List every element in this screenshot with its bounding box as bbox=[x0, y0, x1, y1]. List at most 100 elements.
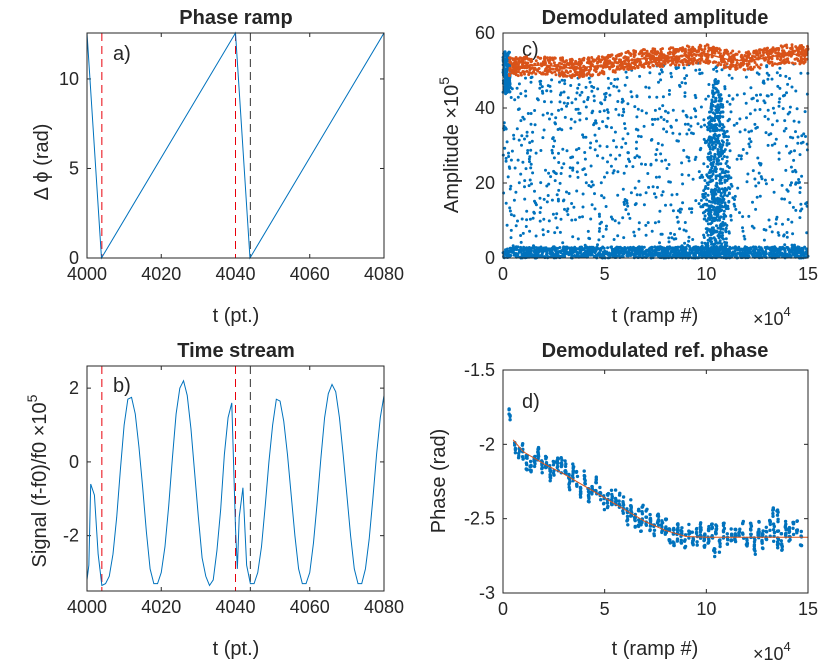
phase-point bbox=[717, 550, 722, 554]
amplitude-point bbox=[550, 250, 554, 254]
envelope-point bbox=[617, 67, 621, 71]
x-scale-exponent: 4 bbox=[784, 639, 791, 654]
amplitude-point bbox=[523, 255, 527, 259]
amplitude-point bbox=[680, 81, 684, 85]
y-tick-label: -2.5 bbox=[464, 509, 495, 529]
phase-point bbox=[761, 532, 765, 537]
amplitude-point bbox=[691, 238, 695, 241]
amplitude-point bbox=[524, 225, 528, 228]
amplitude-point bbox=[651, 185, 655, 189]
envelope-point bbox=[657, 60, 661, 64]
envelope-point bbox=[638, 59, 642, 63]
y-tick-label: 0 bbox=[69, 248, 79, 268]
amplitude-point bbox=[793, 243, 796, 247]
amplitude-point bbox=[702, 162, 706, 166]
amplitude-point bbox=[552, 169, 556, 173]
phase-point bbox=[605, 505, 610, 510]
amplitude-point bbox=[675, 215, 679, 219]
amplitude-point bbox=[516, 252, 519, 256]
amplitude-point bbox=[733, 255, 737, 259]
amplitude-point bbox=[687, 235, 691, 239]
phase-point bbox=[690, 530, 694, 534]
y-axis-label: Phase (rad) bbox=[428, 429, 450, 534]
envelope-point bbox=[675, 58, 678, 62]
amplitude-point bbox=[521, 160, 525, 164]
amplitude-point bbox=[545, 254, 549, 257]
amplitude-point bbox=[628, 216, 632, 220]
amplitude-point bbox=[582, 135, 586, 139]
amplitude-point bbox=[523, 185, 526, 189]
envelope-point bbox=[623, 55, 627, 59]
envelope-point bbox=[525, 69, 529, 73]
amplitude-point bbox=[524, 89, 528, 93]
envelope-point bbox=[752, 51, 756, 55]
envelope-point bbox=[729, 51, 733, 55]
envelope-point bbox=[691, 45, 695, 49]
amplitude-point bbox=[690, 131, 693, 135]
envelope-point bbox=[577, 75, 581, 79]
envelope-point bbox=[706, 49, 710, 53]
amplitude-point bbox=[651, 123, 655, 126]
amplitude-point bbox=[720, 171, 724, 174]
phase-point bbox=[779, 539, 783, 543]
x-tick-label: 10 bbox=[696, 599, 716, 619]
amplitude-point bbox=[700, 244, 704, 248]
phase-point bbox=[582, 474, 587, 478]
amplitude-point bbox=[712, 117, 716, 120]
y-tick-label: -1.5 bbox=[464, 360, 495, 380]
amplitude-point bbox=[672, 237, 676, 241]
y-axis-label-exponent: 5 bbox=[24, 394, 40, 402]
envelope-point bbox=[589, 73, 593, 77]
amplitude-point bbox=[715, 123, 719, 127]
amplitude-point bbox=[772, 111, 776, 115]
amplitude-point bbox=[723, 171, 727, 175]
amplitude-point bbox=[574, 107, 578, 111]
amplitude-point bbox=[697, 251, 701, 255]
amplitude-point bbox=[525, 218, 529, 222]
amplitude-point bbox=[727, 73, 731, 77]
amplitude-point bbox=[516, 95, 520, 99]
amplitude-point bbox=[778, 249, 782, 253]
amplitude-point bbox=[783, 119, 787, 123]
amplitude-point bbox=[507, 151, 510, 155]
amplitude-point bbox=[716, 81, 720, 85]
amplitude-point bbox=[544, 249, 548, 253]
amplitude-point bbox=[783, 249, 787, 253]
envelope-point bbox=[685, 63, 689, 67]
envelope-point bbox=[681, 46, 684, 50]
x-tick-label: 4040 bbox=[215, 264, 255, 284]
amplitude-point bbox=[649, 138, 653, 142]
amplitude-point bbox=[517, 107, 521, 111]
amplitude-point bbox=[509, 236, 513, 240]
x-scale-factor: ×104 bbox=[753, 304, 791, 329]
amplitude-point bbox=[637, 227, 641, 231]
amplitude-point bbox=[777, 100, 781, 104]
amplitude-point bbox=[715, 157, 719, 161]
amplitude-point bbox=[704, 140, 708, 144]
amplitude-point bbox=[759, 93, 762, 97]
amplitude-point bbox=[710, 192, 714, 196]
phase-point bbox=[760, 546, 765, 550]
envelope-point bbox=[639, 50, 643, 54]
envelope-point bbox=[618, 52, 621, 56]
phase-point bbox=[590, 485, 594, 489]
amplitude-point bbox=[723, 87, 727, 91]
amplitude-point bbox=[710, 237, 714, 240]
envelope-point bbox=[528, 68, 532, 72]
amplitude-point bbox=[709, 170, 713, 174]
amplitude-point bbox=[584, 173, 588, 177]
amplitude-point bbox=[775, 119, 779, 123]
amplitude-point bbox=[575, 250, 579, 254]
envelope-point bbox=[683, 49, 687, 53]
amplitude-point bbox=[517, 181, 521, 185]
amplitude-point bbox=[577, 111, 581, 115]
amplitude-point bbox=[594, 253, 598, 257]
amplitude-point bbox=[613, 78, 617, 81]
amplitude-point bbox=[723, 190, 727, 194]
amplitude-point bbox=[723, 254, 727, 258]
envelope-point bbox=[735, 67, 739, 70]
amplitude-point bbox=[716, 136, 720, 140]
envelope-point bbox=[788, 50, 792, 54]
phase-point bbox=[610, 502, 614, 507]
